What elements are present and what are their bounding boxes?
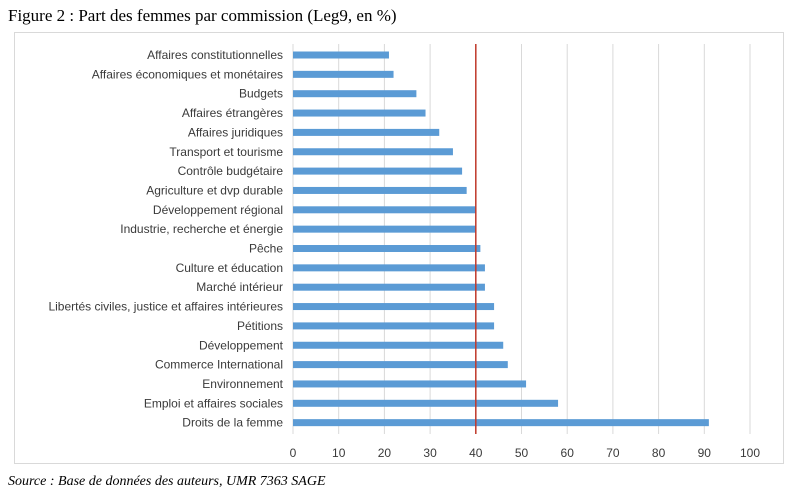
category-labels: Affaires constitutionnelles Affaires écon… bbox=[48, 48, 283, 430]
bars bbox=[293, 51, 709, 427]
category-label: Pétitions bbox=[237, 319, 283, 333]
bar bbox=[293, 419, 709, 427]
x-tick-label: 20 bbox=[378, 446, 392, 460]
chart-frame bbox=[14, 32, 784, 464]
x-tick-label: 30 bbox=[423, 446, 437, 460]
category-label: Environnement bbox=[202, 377, 283, 391]
x-tick-label: 50 bbox=[515, 446, 529, 460]
bar bbox=[293, 399, 559, 407]
bar bbox=[293, 283, 485, 291]
bar bbox=[293, 322, 495, 330]
category-label: Transport et tourisme bbox=[169, 145, 283, 159]
grid-lines bbox=[292, 44, 751, 434]
bar bbox=[293, 264, 485, 272]
bar bbox=[293, 303, 495, 311]
x-tick-label: 100 bbox=[740, 446, 760, 460]
category-label: Affaires constitutionnelles bbox=[147, 48, 283, 62]
x-tick-labels: 0 10 20 30 40 50 60 70 80 90 100 bbox=[290, 446, 761, 460]
figure-title: Figure 2 : Part des femmes par commissio… bbox=[8, 6, 397, 25]
category-label: Affaires juridiques bbox=[188, 125, 283, 139]
bar bbox=[293, 51, 389, 59]
bar bbox=[293, 245, 481, 252]
bar bbox=[293, 186, 467, 194]
category-label: Agriculture et dvp durable bbox=[146, 183, 283, 197]
category-label: Affaires étrangères bbox=[182, 106, 283, 120]
x-tick-label: 70 bbox=[606, 446, 620, 460]
category-label: Libertés civiles, justice et affaires in… bbox=[48, 300, 283, 314]
category-label: Pêche bbox=[249, 242, 283, 256]
bar bbox=[293, 225, 476, 233]
category-label: Droits de la femme bbox=[182, 416, 283, 430]
bar bbox=[293, 148, 453, 156]
category-label: Développement bbox=[199, 338, 284, 352]
bar bbox=[293, 206, 476, 214]
category-label: Affaires économiques et monétaires bbox=[92, 67, 283, 81]
x-tick-label: 10 bbox=[332, 446, 346, 460]
x-tick-label: 80 bbox=[652, 446, 666, 460]
category-label: Marché intérieur bbox=[196, 280, 283, 294]
x-tick-label: 40 bbox=[469, 446, 483, 460]
bar bbox=[293, 167, 463, 175]
x-tick-label: 90 bbox=[698, 446, 712, 460]
x-tick-label: 60 bbox=[561, 446, 575, 460]
bar bbox=[293, 109, 426, 117]
figure-source: Source : Base de données des auteurs, UM… bbox=[8, 474, 326, 489]
bar bbox=[293, 341, 504, 349]
bar bbox=[293, 361, 508, 369]
category-label: Emploi et affaires sociales bbox=[144, 396, 283, 410]
category-label: Industrie, recherche et énergie bbox=[120, 222, 283, 236]
bar bbox=[293, 90, 417, 98]
category-label: Commerce International bbox=[155, 358, 283, 372]
category-label: Contrôle budgétaire bbox=[178, 164, 284, 178]
category-label: Développement régional bbox=[153, 203, 283, 217]
category-label: Budgets bbox=[239, 87, 283, 101]
bar bbox=[293, 380, 527, 388]
bar-chart: Affaires constitutionnelles Affaires écon… bbox=[48, 44, 761, 460]
x-tick-label: 0 bbox=[290, 446, 297, 460]
category-label: Culture et éducation bbox=[176, 261, 283, 275]
bar bbox=[293, 128, 440, 136]
bar bbox=[293, 70, 394, 78]
